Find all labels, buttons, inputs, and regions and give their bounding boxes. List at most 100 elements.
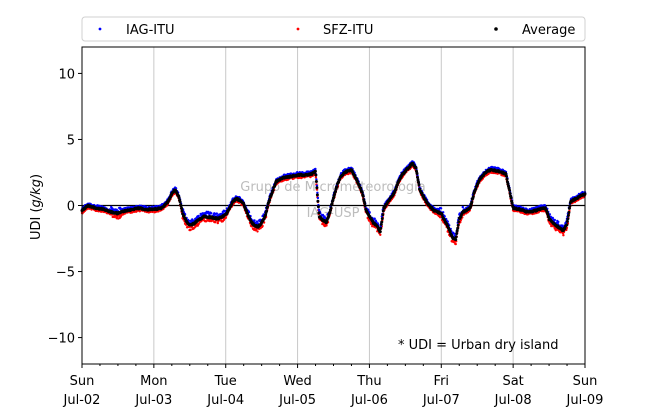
average-point (330, 202, 334, 206)
average-point (327, 215, 330, 219)
average-point (381, 209, 385, 213)
average-point (566, 217, 570, 221)
y-axis-label-suffix: ) (29, 174, 44, 179)
y-tick-label: 10 (58, 67, 75, 82)
average-point (180, 206, 184, 210)
y-tick-label: −10 (48, 332, 75, 347)
average-point (380, 217, 384, 221)
sfz-itu-point (562, 234, 565, 237)
average-point (454, 238, 458, 242)
watermark-line-1: Grupo de Micrometeorologia (240, 180, 426, 195)
iag-itu-point (548, 213, 551, 216)
average-point (333, 192, 336, 196)
y-tick-label: 0 (67, 200, 75, 215)
average-point (456, 223, 460, 227)
iag-itu-point (316, 196, 320, 200)
iag-itu-point (557, 220, 560, 224)
iag-itu-point (210, 212, 213, 215)
average-point (510, 201, 514, 205)
iag-itu-point (368, 211, 371, 214)
iag-itu-point (316, 191, 319, 194)
x-tick-date: Jul-02 (63, 393, 101, 408)
average-point (474, 187, 478, 191)
legend-marker-iag-itu (98, 27, 102, 31)
average-point (381, 213, 385, 217)
x-tick-date: Jul-09 (566, 393, 604, 408)
iag-itu-point (439, 207, 443, 210)
average-point (416, 178, 420, 182)
average-point (565, 219, 569, 223)
legend-marker-average (494, 27, 498, 31)
average-point (360, 190, 364, 194)
average-point (335, 185, 339, 189)
average-point (314, 173, 318, 177)
average-point (506, 182, 510, 186)
data-series-layer (80, 160, 587, 246)
legend: IAG-ITU SFZ-ITU Average (81, 16, 586, 42)
average-point (508, 188, 512, 192)
y-tick-label: 5 (67, 133, 75, 148)
x-tick-date: Jul-07 (422, 393, 460, 408)
average-point (357, 183, 361, 187)
x-tick-weekday: Thu (356, 374, 381, 389)
average-point (416, 175, 419, 179)
iag-itu-point (255, 220, 259, 223)
average-point (566, 214, 570, 217)
sfz-itu-point (214, 221, 217, 224)
average-point (471, 195, 475, 199)
x-axis-ticks: Sun Jul-02 Mon Jul-03 Tue Jul-04 Wed Jul-05 Thu J… (63, 364, 604, 408)
x-tick-date: Jul-04 (206, 393, 244, 408)
x-tick-weekday: Sun (573, 374, 598, 389)
iag-itu-point (315, 178, 318, 181)
watermark-line-2: IAG-USP (307, 206, 360, 221)
x-tick-weekday: Tue (214, 374, 237, 389)
sfz-itu-point (314, 176, 318, 179)
iag-itu-point (461, 205, 464, 209)
average-point (417, 180, 420, 184)
iag-itu-point (315, 184, 319, 187)
average-point (271, 188, 275, 192)
sfz-itu-point (454, 242, 457, 246)
iag-itu-point (314, 167, 317, 171)
average-point (565, 223, 569, 227)
sfz-itu-point (224, 216, 228, 219)
average-point (266, 205, 270, 209)
average-point (177, 196, 181, 200)
average-point (315, 186, 319, 190)
x-tick-date: Jul-08 (494, 393, 532, 408)
average-point (456, 226, 460, 230)
sfz-itu-point (189, 228, 192, 232)
y-tick-label: −5 (56, 266, 75, 281)
x-tick-weekday: Wed (283, 374, 311, 389)
average-point (417, 183, 421, 187)
sfz-itu-point (325, 224, 328, 227)
series-average (80, 161, 587, 242)
average-point (505, 174, 508, 178)
average-point (180, 209, 184, 213)
legend-label-iag-itu: IAG-ITU (126, 23, 175, 38)
average-point (315, 193, 319, 197)
average-point (567, 206, 571, 210)
iag-itu-point (321, 213, 325, 217)
sfz-itu-point (261, 224, 264, 228)
average-point (265, 209, 269, 213)
legend-marker-sfz-itu (296, 27, 300, 31)
average-point (455, 232, 459, 235)
average-point (457, 220, 461, 224)
x-tick-date: Jul-03 (134, 393, 172, 408)
iag-itu-point (253, 219, 256, 222)
average-point (359, 186, 363, 190)
sfz-itu-point (379, 233, 382, 236)
average-point (378, 230, 382, 234)
average-point (268, 198, 272, 202)
legend-label-average: Average (522, 23, 575, 38)
average-point (314, 180, 318, 183)
y-axis-ticks: −10 −5 0 5 10 (48, 67, 82, 347)
average-point (334, 190, 337, 193)
iag-itu-point (215, 212, 218, 215)
sfz-itu-point (216, 221, 219, 225)
legend-box (81, 16, 586, 42)
series-sfz-itu (80, 164, 587, 246)
average-point (440, 213, 444, 217)
